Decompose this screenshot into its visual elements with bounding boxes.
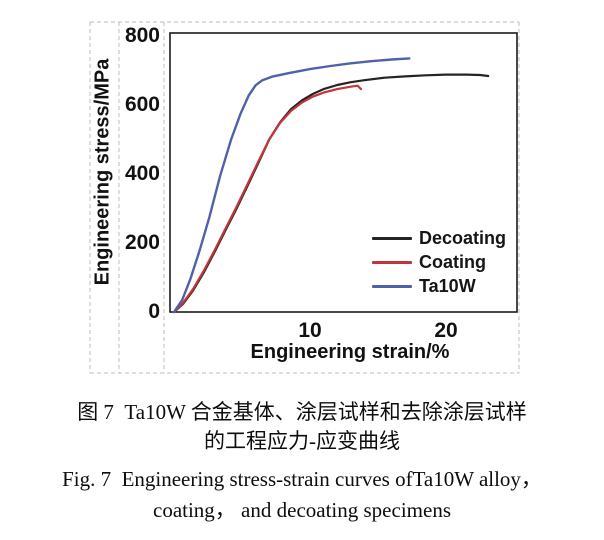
caption-chinese-line1: 图 7 Ta10W 合金基体、涂层试样和去除涂层试样 — [77, 400, 527, 424]
dashed-region-box — [89, 21, 520, 374]
legend-line-sample — [372, 284, 412, 288]
y-tick-label: 400 — [124, 162, 160, 185]
legend-label: Ta10W — [419, 275, 476, 296]
y-tick-label: 0 — [148, 300, 160, 323]
legend-item-decoating: Decoating — [372, 228, 506, 248]
legend-label: Coating — [419, 251, 486, 272]
plot-frame — [169, 32, 518, 313]
x-tick-label: 20 — [434, 319, 458, 342]
y-tick-label: 600 — [124, 93, 160, 116]
y-tick-label: 200 — [124, 231, 160, 254]
x-axis-label: Engineering strain/% — [250, 341, 450, 363]
legend-item-coating: Coating — [372, 252, 486, 272]
legend-label: Decoating — [419, 227, 507, 248]
series-curve-ta10w — [172, 57, 411, 314]
y-tick-label: 800 — [124, 24, 160, 47]
legend-item-ta10w: Ta10W — [372, 276, 476, 296]
caption-english-line2: coating， and decoating specimens — [153, 498, 451, 522]
x-tick-label: 10 — [298, 319, 322, 342]
series-curve-coating — [172, 84, 363, 314]
caption-english-line1: Fig. 7 Engineering stress-strain curves … — [62, 467, 542, 491]
legend-line-sample — [372, 236, 412, 240]
curve-group — [172, 57, 490, 314]
legend-line-sample — [372, 260, 412, 264]
caption-chinese-line2: 的工程应力-应变曲线 — [204, 429, 400, 453]
